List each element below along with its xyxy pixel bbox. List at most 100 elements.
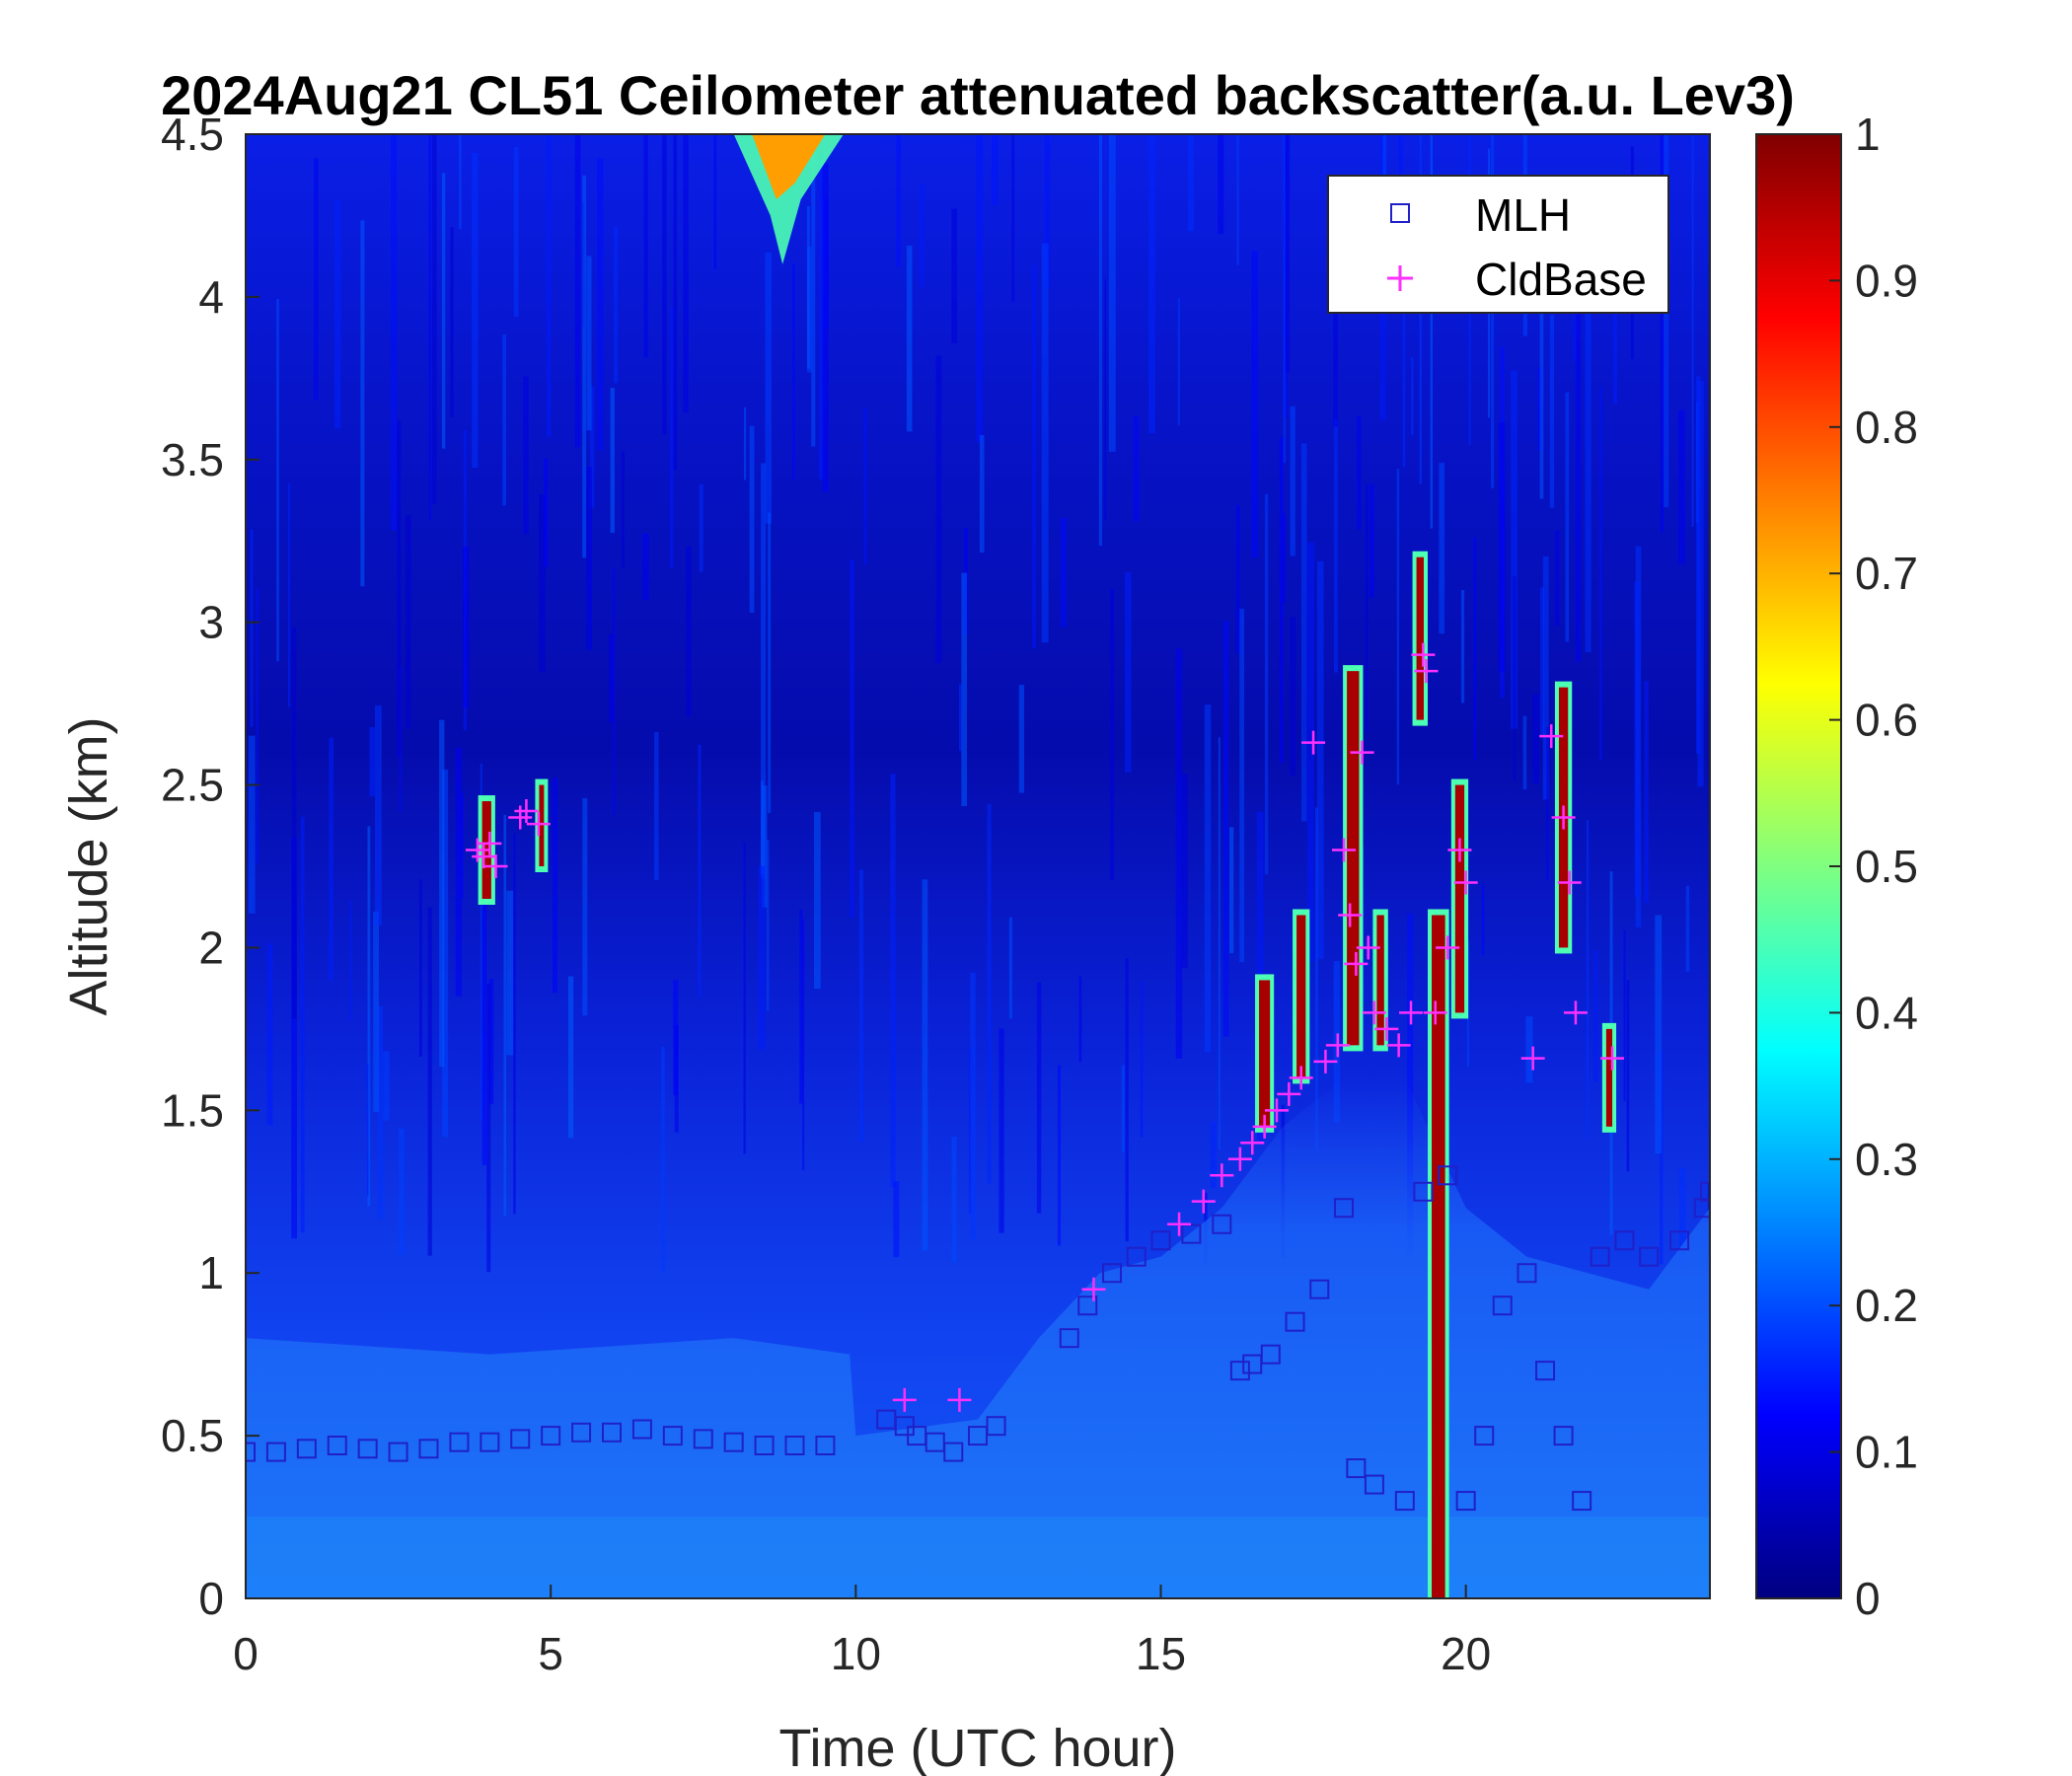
- cldbase-marker: [1277, 1081, 1301, 1106]
- cldbase-marker: [1447, 838, 1472, 862]
- backscatter-streak: [1078, 976, 1082, 1063]
- cldbase-marker: [1252, 1114, 1277, 1139]
- cldbase-marker: [514, 798, 539, 823]
- backscatter-streak: [686, 546, 692, 717]
- backscatter-streak: [670, 307, 674, 568]
- upper-plume-core: [752, 134, 826, 199]
- backscatter-streak: [1586, 820, 1590, 1140]
- backscatter-streak: [1660, 1050, 1664, 1265]
- mlh-marker: [1639, 1246, 1660, 1267]
- backscatter-streak: [567, 976, 574, 1139]
- mlh-marker: [1700, 1181, 1710, 1202]
- backscatter-streak: [1593, 950, 1598, 1082]
- backscatter-streak: [461, 792, 464, 899]
- backscatter-streak: [749, 425, 755, 613]
- backscatter-streak: [673, 980, 679, 1096]
- mlh-marker: [1553, 1426, 1574, 1446]
- backscatter-streak: [991, 134, 999, 205]
- backscatter-streak: [987, 803, 992, 1184]
- backscatter-streak: [538, 493, 546, 673]
- marker-layer: [246, 642, 1710, 1512]
- backscatter-streak: [367, 826, 371, 1207]
- backscatter-streak: [250, 529, 254, 727]
- x-tick-label: 10: [831, 1628, 881, 1679]
- backscatter-streak: [1333, 418, 1338, 673]
- mlh-marker: [1669, 1230, 1690, 1251]
- cldbase-marker: [947, 1387, 972, 1412]
- mlh-marker: [1517, 1263, 1537, 1284]
- y-tick-label: 1: [198, 1247, 224, 1298]
- backscatter-streak: [1204, 704, 1212, 1053]
- backscatter-streak: [906, 245, 913, 432]
- cldbase-marker: [1436, 935, 1460, 960]
- mlh-marker: [1590, 1246, 1610, 1267]
- backscatter-streak: [418, 879, 422, 1057]
- mlh-marker: [1102, 1263, 1123, 1284]
- plot-area-frame: [245, 133, 1711, 1599]
- backscatter-streak: [1032, 264, 1037, 649]
- backscatter-streak: [377, 1005, 384, 1220]
- mlh-marker: [1229, 1361, 1250, 1381]
- backscatter-streak: [266, 943, 273, 1126]
- mlh-marker: [784, 1436, 805, 1456]
- backscatter-streak: [758, 865, 766, 1050]
- backscatter-streak: [276, 298, 279, 662]
- cldbase-marker: [1356, 935, 1380, 960]
- backscatter-streak: [920, 184, 925, 288]
- backscatter-streak: [1279, 436, 1284, 764]
- backscatter-streak: [582, 175, 587, 558]
- mlh-marker: [1572, 1491, 1592, 1512]
- backscatter-streak: [976, 134, 984, 442]
- mlh-marker: [327, 1436, 347, 1456]
- backscatter-streak: [1623, 929, 1626, 1102]
- cldbase-marker: [1411, 642, 1436, 667]
- mlh-marker: [602, 1422, 622, 1443]
- backscatter-streak: [713, 134, 717, 269]
- backscatter-streak: [1218, 134, 1224, 235]
- cldbase-marker: [1539, 724, 1564, 749]
- mlh-marker: [1077, 1295, 1098, 1316]
- backscatter-streak: [743, 407, 747, 481]
- backscatter-streak: [683, 134, 689, 413]
- cldbase-marker: [1338, 903, 1363, 927]
- backscatter-streak: [1264, 493, 1269, 875]
- backscatter-streak: [1229, 827, 1234, 954]
- backscatter-streak: [922, 879, 928, 1251]
- mlh-marker: [1126, 1246, 1147, 1267]
- mlh-marker: [388, 1442, 408, 1462]
- backscatter-streak: [480, 763, 482, 1122]
- cloud-core: [539, 784, 545, 866]
- backscatter-streak: [586, 466, 593, 650]
- mlh-marker: [815, 1436, 836, 1456]
- mlh-marker: [1492, 1295, 1513, 1316]
- y-tick-label: 3: [198, 597, 224, 648]
- cldbase-marker: [1386, 1033, 1411, 1058]
- backscatter-streak: [765, 252, 772, 524]
- mlh-marker: [265, 1442, 286, 1462]
- backscatter-streak: [1041, 243, 1049, 643]
- legend-cldbase-label: CldBase: [1475, 254, 1647, 305]
- cldbase-marker: [1264, 1098, 1289, 1123]
- backscatter-streak: [1008, 917, 1012, 1019]
- backscatter-streak: [792, 263, 795, 481]
- backscatter-streak: [1044, 134, 1051, 288]
- backscatter-streak: [1133, 415, 1140, 522]
- legend-mlh-marker: [1390, 203, 1410, 223]
- backscatter-streak: [329, 737, 333, 981]
- mlh-marker: [1394, 1491, 1415, 1512]
- mlh-marker: [1474, 1426, 1495, 1446]
- mlh-marker: [662, 1426, 683, 1446]
- mlh-marker: [1535, 1361, 1556, 1381]
- mlh-marker: [510, 1429, 531, 1449]
- x-tick-label: 0: [233, 1628, 259, 1679]
- mlh-marker: [723, 1432, 744, 1452]
- colorbar-tick-label: 0.4: [1855, 987, 1918, 1038]
- cloud-core: [1605, 1028, 1613, 1127]
- colorbar-tick-label: 0.3: [1855, 1134, 1918, 1185]
- x-tick-label: 20: [1441, 1628, 1491, 1679]
- backscatter-streak: [1655, 915, 1663, 1154]
- backscatter-streak: [1685, 885, 1690, 972]
- colorbar-gradient: [1755, 133, 1842, 1599]
- backscatter-streak: [999, 1028, 1004, 1233]
- cldbase-marker: [1325, 1033, 1350, 1058]
